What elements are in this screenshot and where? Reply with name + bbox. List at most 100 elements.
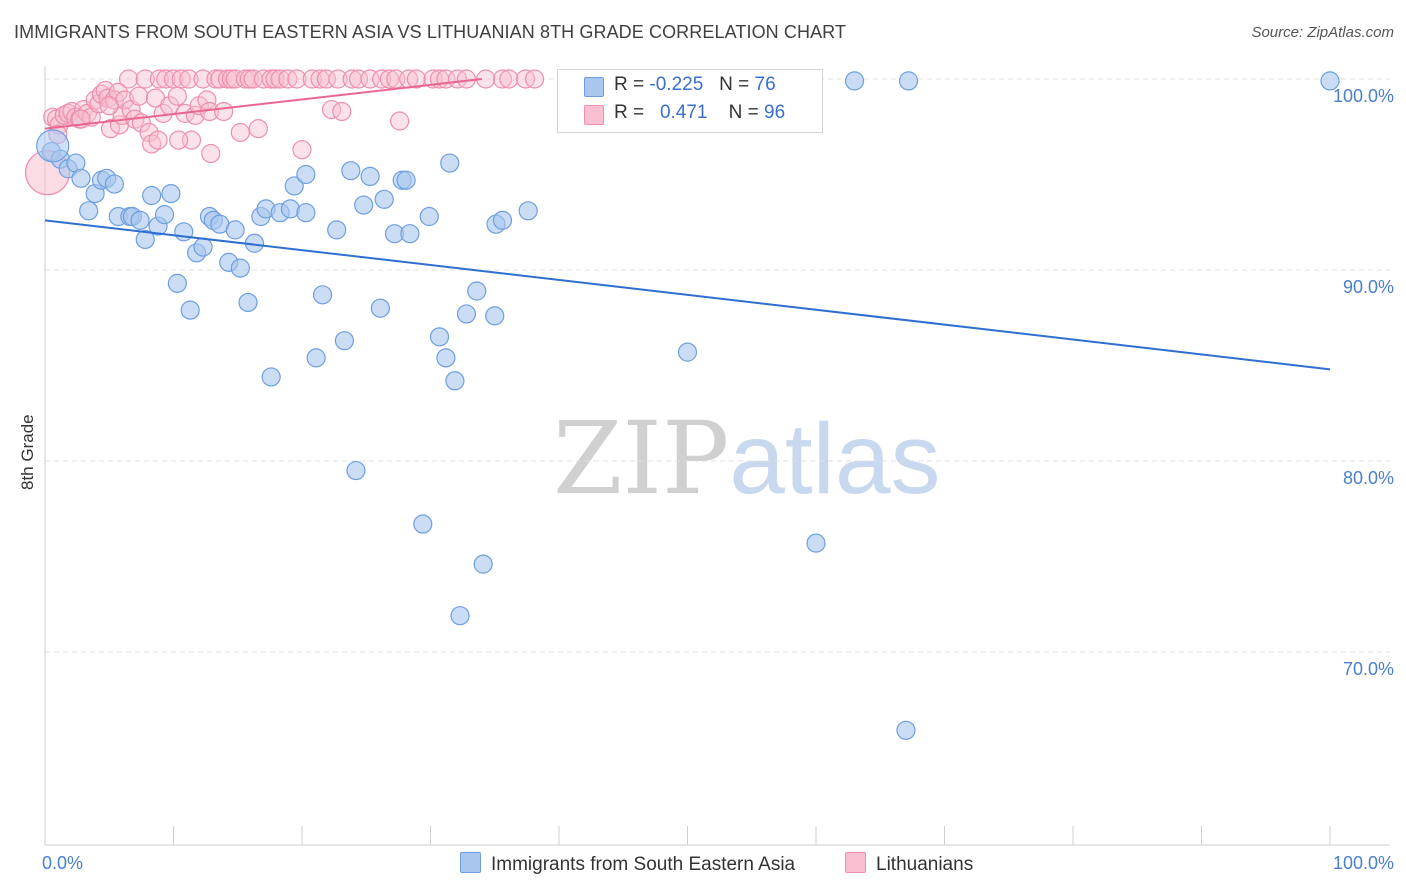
lithuanians-point [201, 143, 221, 164]
chart-title: IMMIGRANTS FROM SOUTH EASTERN ASIA VS LI… [14, 22, 847, 42]
legend-text-lithuanians: R = 0.471 N = 96 [614, 102, 786, 123]
sea-immigrants-point [36, 129, 70, 163]
lithuanians-point [118, 69, 139, 89]
sea-immigrants-point [161, 184, 181, 204]
lithuanians-point [332, 101, 352, 122]
legend-swatch-lithuanians [584, 105, 604, 125]
source-credit: Source: ZipAtlas.com [1251, 24, 1394, 41]
bottom-legend-lithuanians: Lithuanians [845, 852, 973, 876]
sea-immigrants-point [473, 554, 493, 574]
sea-immigrants-point [296, 203, 316, 223]
lithuanians-point [270, 69, 290, 89]
sea-immigrants-point [104, 174, 124, 194]
lithuanians-point [456, 69, 477, 89]
x-tick-100: 100.0% [1332, 853, 1394, 873]
bottom-legend-sea: Immigrants from South Eastern Asia [460, 852, 795, 876]
lithuanians-point [148, 130, 168, 150]
lithuanians-point [179, 69, 199, 89]
sea-immigrants-point [334, 331, 355, 351]
sea-immigrants-point [225, 220, 245, 240]
lithuanians-point [379, 69, 399, 89]
sea-immigrants-point [844, 71, 865, 91]
sea-immigrants-point [284, 176, 304, 196]
sea-immigrants-point [440, 153, 460, 173]
lithuanians-point [171, 69, 191, 89]
x-tick-0: 0.0% [42, 853, 84, 873]
sea-immigrants-point [374, 189, 394, 209]
sea-immigrants-point [400, 224, 420, 244]
sea-immigrants-point [419, 206, 439, 227]
bottom-swatch-sea [460, 852, 481, 873]
lithuanians-point [328, 69, 348, 89]
lithuanians-point [135, 69, 155, 89]
sea-immigrants-point [450, 606, 470, 626]
lithuanians-point [287, 69, 307, 89]
lithuanians-point [492, 69, 513, 89]
sea-immigrants-point [296, 164, 316, 185]
sea-immigrants-point [413, 514, 433, 534]
sea-immigrants-point [806, 533, 826, 553]
grid-lines [45, 78, 1390, 653]
sea-immigrants-point [306, 348, 326, 368]
lithuanians-point [499, 69, 519, 89]
stats-legend: R = -0.225 N = 76 R = 0.471 N = 96 [557, 69, 823, 133]
sea-immigrants-point [436, 348, 456, 368]
y-tick-100: 100.0% [1332, 86, 1394, 106]
sea-immigrants-point [346, 460, 366, 481]
sea-immigrants-point [142, 185, 162, 206]
bottom-label-sea: Immigrants from South Eastern Asia [491, 854, 796, 875]
sea-immigrants-point [79, 201, 99, 221]
sea-immigrants-point [456, 304, 477, 324]
lithuanians-point [348, 69, 369, 89]
lithuanians-point [253, 69, 274, 89]
bottom-label-lithuanians: Lithuanians [876, 854, 974, 875]
axes [44, 66, 1390, 846]
lithuanians-point [248, 119, 268, 139]
sea-immigrants-point [518, 201, 538, 221]
sea-immigrants-point [180, 300, 200, 320]
lithuanians-point [372, 69, 392, 89]
watermark: ZIPatlas [553, 400, 941, 517]
sea-immigrants-point [898, 71, 919, 91]
sea-immigrants-point [677, 342, 698, 362]
sea-immigrants-point [71, 168, 91, 188]
y-tick-70: 70.0% [1342, 659, 1394, 679]
trend-lines [44, 78, 1331, 371]
lithuanians-trend-line [44, 78, 483, 130]
sea-immigrants-point [230, 258, 250, 278]
sea-immigrants-point [896, 720, 916, 740]
sea-immigrants-point [467, 281, 487, 301]
lithuanians-point [230, 122, 250, 143]
lithuanians-point [302, 69, 322, 89]
lithuanians-point [167, 86, 187, 106]
sea-immigrants-point [492, 210, 513, 230]
lithuanians-point [406, 69, 426, 89]
sea-immigrants-point [238, 292, 258, 313]
sea-immigrants-point [130, 210, 150, 230]
sea-immigrants-point [485, 306, 505, 326]
sea-immigrants-point [354, 195, 374, 215]
y-tick-90: 90.0% [1342, 277, 1394, 297]
sea-immigrants-point [1320, 71, 1340, 91]
lithuanians-point [524, 69, 545, 89]
bottom-swatch-lithuanians [845, 852, 866, 873]
sea-immigrants-point [370, 298, 390, 318]
sea-immigrants-point [327, 220, 347, 240]
y-tick-80: 80.0% [1342, 468, 1394, 488]
lithuanians-point [99, 96, 119, 116]
lithuanians-point [316, 69, 337, 89]
lithuanians-point [108, 82, 128, 102]
watermark-atlas: atlas [729, 403, 941, 515]
watermark-zip: ZIP [553, 400, 730, 517]
lithuanians-point [129, 86, 149, 106]
sea-immigrants-point [167, 273, 187, 293]
sea-immigrants-point [261, 367, 281, 387]
lithuanians-point [390, 111, 410, 131]
lithuanians-point [292, 140, 312, 160]
lithuanians-point [149, 69, 169, 89]
y-axis-label: 8th Grade [18, 414, 37, 490]
sea-immigrants-point [396, 170, 416, 190]
legend-swatch-sea [584, 77, 604, 97]
sea-immigrants-point [135, 229, 155, 250]
